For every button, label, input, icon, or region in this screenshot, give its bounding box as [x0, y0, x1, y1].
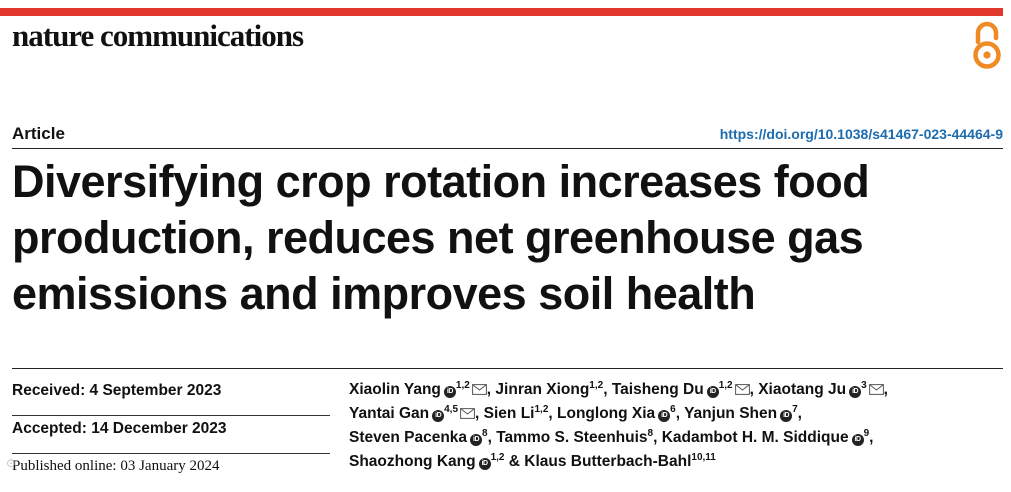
author-entry: & Klaus Butterbach-Bahl10,11: [508, 451, 716, 470]
email-icon[interactable]: [460, 408, 475, 419]
affiliation-superscript: 8: [647, 427, 654, 439]
orcid-icon[interactable]: iD: [851, 434, 864, 446]
email-icon[interactable]: [734, 384, 750, 395]
received-date: Received: 4 September 2023: [12, 382, 222, 399]
orcid-icon[interactable]: iD: [780, 410, 793, 422]
affiliation-superscript: 1,2: [455, 379, 470, 391]
top-accent-bar: [0, 8, 1003, 16]
orcid-icon[interactable]: iD: [658, 410, 671, 422]
author-list: Xiaolin Yang iD1,2, Jinran Xiong1,2, Tais…: [349, 378, 989, 474]
affiliation-superscript: 1,2: [589, 379, 604, 391]
author-name[interactable]: Tammo S. Steenhuis: [496, 429, 648, 446]
author-name[interactable]: Yanjun Shen: [684, 405, 778, 422]
publication-dates: Received: 4 September 2023 Accepted: 14 …: [12, 378, 330, 492]
published-date-row: Published online: 03 January 2024: [12, 454, 330, 492]
date-divider: [12, 453, 330, 454]
published-date: Published online: 03 January 2024: [12, 458, 220, 474]
author-name[interactable]: Taisheng Du: [611, 381, 704, 398]
orcid-icon[interactable]: iD: [470, 434, 483, 446]
author-name[interactable]: Yantai Gan: [349, 405, 430, 422]
author-entry: Taisheng Du iD1,2,: [611, 379, 754, 398]
affiliation-superscript: 7: [792, 403, 798, 415]
author-line: Shaozhong Kang iD1,2 & Klaus Butterbach-B…: [349, 450, 989, 474]
author-entry: Longlong Xia iD6,: [557, 403, 681, 422]
affiliation-superscript: 1,2: [718, 379, 733, 391]
received-date-row: Received: 4 September 2023: [12, 378, 330, 416]
orcid-icon[interactable]: iD: [706, 386, 719, 398]
affiliation-superscript: 4,5: [444, 403, 459, 415]
email-icon[interactable]: [471, 384, 487, 395]
doi-link[interactable]: https://doi.org/10.1038/s41467-023-44464…: [719, 126, 1003, 142]
author-entry: Sien Li1,2,: [483, 403, 553, 422]
author-name[interactable]: Xiaotang Ju: [758, 381, 847, 398]
orcid-icon[interactable]: iD: [432, 410, 445, 422]
affiliation-superscript: 8: [482, 427, 488, 439]
affiliation-superscript: 1,2: [534, 403, 549, 415]
author-name[interactable]: Klaus Butterbach-Bahl: [524, 453, 692, 470]
author-line: Steven Pacenka iD8, Tammo S. Steenhuis8, …: [349, 426, 989, 450]
author-entry: Kadambot H. M. Siddique iD9,: [661, 427, 874, 446]
affiliation-superscript: 3: [861, 379, 867, 391]
affiliation-superscript: 9: [863, 427, 870, 439]
author-entry: Xiaotang Ju iD3,: [758, 379, 888, 398]
affiliation-superscript: 10,11: [691, 451, 716, 463]
author-entry: Tammo S. Steenhuis8,: [496, 427, 658, 446]
author-name[interactable]: Kadambot H. M. Siddique: [661, 429, 849, 446]
author-name[interactable]: Shaozhong Kang: [349, 453, 476, 470]
affiliation-superscript: 1,2: [490, 451, 505, 463]
author-entry: Yanjun Shen iD7,: [684, 403, 802, 422]
author-entry: Xiaolin Yang iD1,2,: [349, 379, 492, 398]
orcid-icon[interactable]: iD: [849, 386, 862, 398]
author-name[interactable]: Steven Pacenka: [349, 429, 468, 446]
author-entry: Steven Pacenka iD8,: [349, 427, 492, 446]
author-name[interactable]: Sien Li: [483, 405, 535, 422]
accepted-date-row: Accepted: 14 December 2023: [12, 416, 330, 454]
title-divider: [12, 368, 1003, 369]
author-name[interactable]: Xiaolin Yang: [349, 381, 441, 398]
article-title: Diversifying crop rotation increases foo…: [12, 154, 1002, 322]
author-entry: Shaozhong Kang iD1,2: [349, 451, 505, 470]
watermark-logo: ⊙: [6, 456, 17, 470]
orcid-icon[interactable]: iD: [478, 458, 491, 470]
author-entry: Yantai Gan iD4,5,: [349, 403, 480, 422]
orcid-icon[interactable]: iD: [443, 386, 456, 398]
title-line-1: Diversifying crop rotation increases foo…: [12, 156, 870, 207]
email-icon[interactable]: [868, 384, 884, 395]
article-type-label: Article: [12, 124, 65, 143]
accepted-date: Accepted: 14 December 2023: [12, 420, 227, 437]
author-name[interactable]: Longlong Xia: [557, 405, 656, 422]
title-line-3: emissions and improves soil health: [12, 268, 756, 319]
title-line-2: production, reduces net greenhouse gas: [12, 212, 864, 263]
date-divider: [12, 415, 330, 416]
affiliation-superscript: 6: [670, 403, 676, 415]
header-divider: [12, 148, 1003, 149]
author-name[interactable]: Jinran Xiong: [495, 381, 590, 398]
open-access-icon: [973, 21, 1001, 69]
author-line: Yantai Gan iD4,5, Sien Li1,2, Longlong Xi…: [349, 402, 989, 426]
author-entry: Jinran Xiong1,2,: [495, 379, 608, 398]
journal-name: nature communications: [12, 18, 304, 53]
author-line: Xiaolin Yang iD1,2, Jinran Xiong1,2, Tais…: [349, 378, 989, 402]
